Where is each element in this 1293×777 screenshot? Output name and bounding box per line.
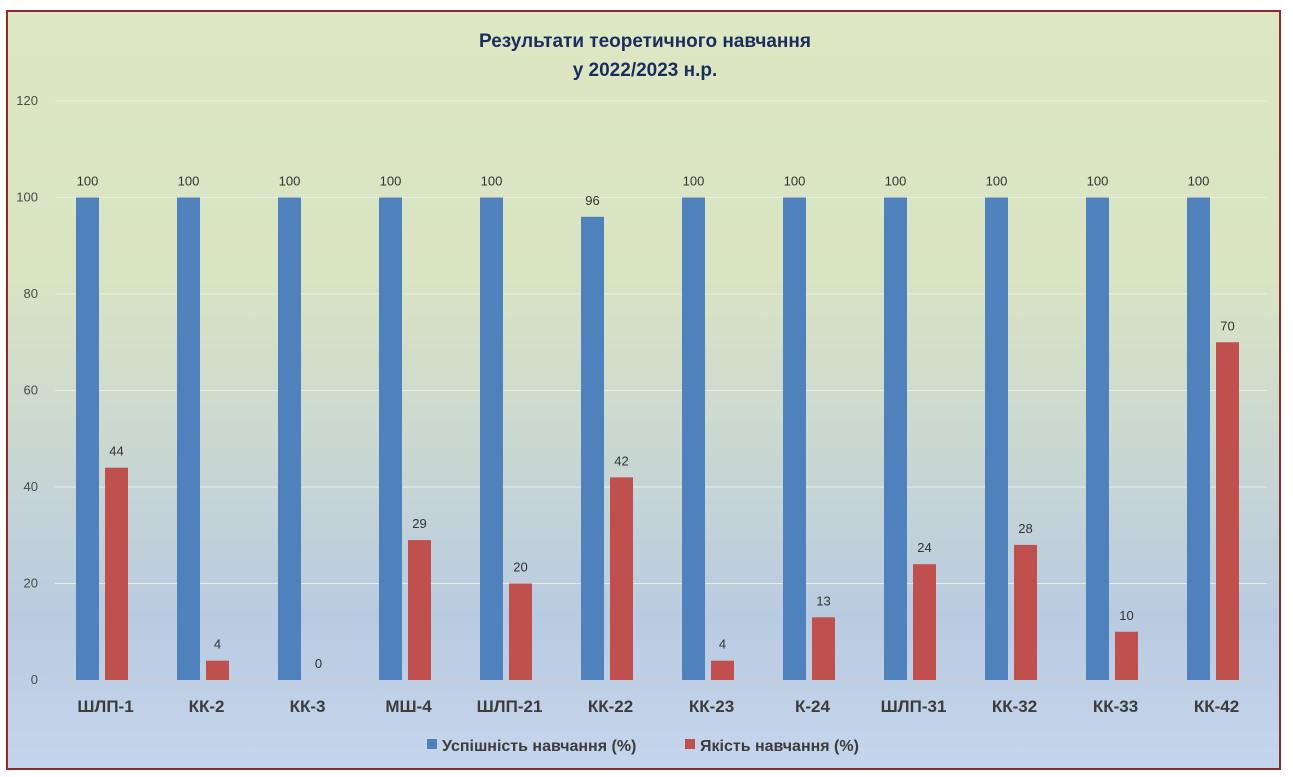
data-label: 20 [513, 560, 527, 575]
data-label: 100 [380, 174, 402, 189]
data-label: 100 [481, 174, 503, 189]
bar [711, 660, 734, 680]
gridlines [55, 100, 1267, 681]
data-label: 100 [885, 174, 907, 189]
bar [985, 197, 1008, 680]
data-label: 100 [1188, 174, 1210, 189]
data-label: 28 [1018, 521, 1032, 536]
y-tick-label: 20 [24, 576, 38, 591]
bar [812, 617, 835, 680]
x-tick-label: ШЛП-21 [477, 697, 543, 716]
data-label: 100 [784, 174, 806, 189]
y-tick-label: 100 [16, 190, 38, 205]
bar [913, 564, 936, 680]
bar [480, 197, 503, 680]
x-tick-label: К-24 [795, 697, 830, 716]
bar [206, 660, 229, 680]
bar [177, 197, 200, 680]
data-label: 44 [109, 444, 123, 459]
data-label: 100 [77, 174, 99, 189]
x-tick-label: КК-2 [189, 697, 225, 716]
y-tick-label: 120 [16, 93, 38, 108]
data-label: 29 [412, 516, 426, 531]
data-labels: 100 44 100 4 100 0 100 29 100 20 96 42 100 4 100 13 100 2… [77, 174, 1235, 672]
bar [1086, 197, 1109, 680]
data-label: 10 [1119, 608, 1133, 623]
data-label: 100 [178, 174, 200, 189]
data-label: 70 [1220, 318, 1234, 333]
bar [379, 197, 402, 680]
legend-label-series-1: Успішність навчання (%) [442, 738, 636, 755]
bar [105, 467, 128, 680]
x-tick-label: КК-32 [992, 697, 1037, 716]
bar [509, 583, 532, 680]
bar [408, 540, 431, 680]
x-tick-label: КК-22 [588, 697, 633, 716]
y-axis: 0 20 40 60 80 100 120 [16, 93, 38, 687]
data-label: 100 [279, 174, 301, 189]
legend-label-series-2: Якість навчання (%) [700, 738, 859, 755]
bar [1014, 544, 1037, 680]
bar [1216, 342, 1239, 680]
bar [682, 197, 705, 680]
data-label: 42 [614, 453, 628, 468]
chart-title-line-2: у 2022/2023 н.р. [573, 60, 718, 81]
data-label: 100 [683, 174, 705, 189]
x-tick-label: ШЛП-31 [881, 697, 947, 716]
x-tick-label: КК-23 [689, 697, 734, 716]
bar [278, 197, 301, 680]
bars [76, 197, 1239, 681]
y-tick-label: 40 [24, 479, 38, 494]
x-axis: ШЛП-1 КК-2 КК-3 МШ-4 ШЛП-21 КК-22 КК-23 К-24 ШЛП… [77, 697, 1239, 716]
x-tick-label: КК-42 [1194, 697, 1239, 716]
y-tick-label: 60 [24, 383, 38, 398]
data-label: 24 [917, 540, 931, 555]
x-tick-label: КК-3 [290, 697, 326, 716]
data-label: 96 [585, 193, 599, 208]
data-label: 4 [214, 637, 221, 652]
bar [581, 216, 604, 681]
bar [610, 477, 633, 680]
data-label: 0 [315, 656, 322, 671]
bar [1115, 631, 1138, 680]
bar [1187, 197, 1210, 680]
data-label: 4 [719, 637, 726, 652]
x-tick-label: ШЛП-1 [77, 697, 133, 716]
data-label: 100 [986, 174, 1008, 189]
x-tick-label: КК-33 [1093, 697, 1138, 716]
legend-swatch-series-2 [685, 739, 695, 749]
bar [884, 197, 907, 680]
data-label: 100 [1087, 174, 1109, 189]
bar [783, 197, 806, 680]
y-tick-label: 0 [31, 672, 38, 687]
y-tick-label: 80 [24, 286, 38, 301]
chart-title-line-1: Результати теоретичного навчання [479, 31, 811, 52]
legend-swatch-series-1 [427, 739, 437, 749]
data-label: 13 [816, 593, 830, 608]
bar [76, 197, 99, 680]
x-tick-label: МШ-4 [385, 697, 432, 716]
legend: Успішність навчання (%) Якість навчання … [427, 738, 859, 755]
